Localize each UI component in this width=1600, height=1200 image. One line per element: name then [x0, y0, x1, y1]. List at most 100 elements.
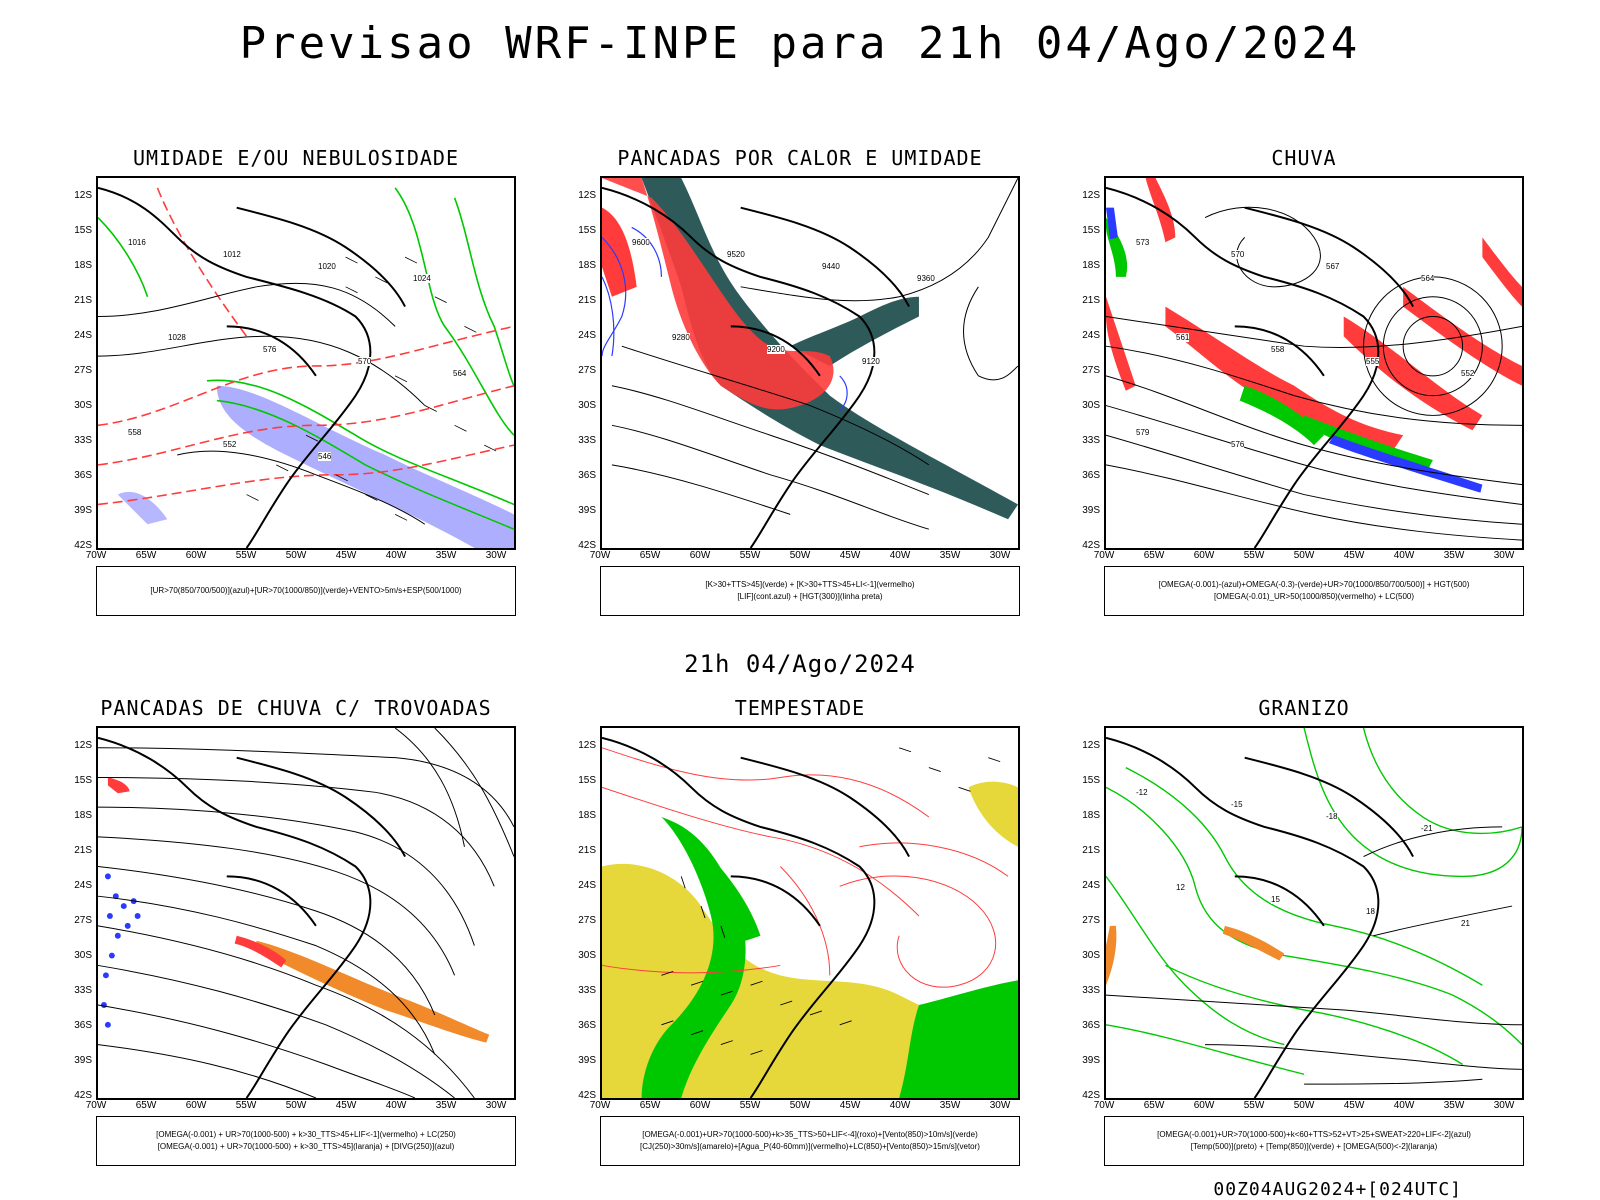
legend-line: [OMEGA(-0.001) + UR>70(1000-500) + k>30_…	[156, 1130, 456, 1139]
contour-value-label: 9200	[767, 345, 785, 354]
latitude-axis: 12S 15S 18S 21S 24S 27S 30S 33S 36S 39S 42S	[66, 176, 96, 551]
latitude-tick-label: 12S	[1082, 740, 1100, 751]
latitude-tick-label: 27S	[578, 365, 596, 376]
longitude-tick-label: 35W	[1443, 1100, 1465, 1111]
contour-value-label: 1012	[223, 250, 241, 259]
contour-value-label: 15	[1271, 895, 1280, 904]
longitude-tick-label: 55W	[1243, 550, 1265, 561]
contour-value-label: 561	[1176, 333, 1190, 342]
longitude-tick-label: 60W	[185, 550, 207, 561]
latitude-tick-label: 42S	[578, 1090, 596, 1101]
map-svg-tempestade	[602, 736, 1018, 1098]
map-pancadas-calor: 9600 9520 9440 9360 9280 9200 9120	[600, 176, 1020, 550]
longitude-tick-label: 30W	[485, 1100, 507, 1111]
longitude-tick-label: 40W	[1393, 1100, 1415, 1111]
longitude-tick-label: 50W	[1293, 550, 1315, 561]
red-instability	[107, 777, 287, 968]
contour-value-label: 1024	[413, 274, 431, 283]
panel-title: TEMPESTADE	[734, 696, 866, 720]
longitude-axis: 70W 65W 60W 55W 50W 45W 40W 35W 30W	[1094, 550, 1524, 564]
longitude-tick-label: 50W	[1293, 1100, 1315, 1111]
latitude-tick-label: 18S	[1082, 810, 1100, 821]
panel-granizo: GRANIZO 12S 15S 18S 21S 24S 27S 30S 33S 36S 39S 42…	[1074, 696, 1534, 1166]
latitude-tick-label: 33S	[74, 435, 92, 446]
red-instability-shading	[602, 178, 834, 410]
latitude-tick-label: 27S	[1082, 915, 1100, 926]
longitude-tick-label: 35W	[435, 550, 457, 561]
latitude-tick-label: 27S	[578, 915, 596, 926]
contour-value-label: 21	[1461, 919, 1470, 928]
black-height-streamlines	[1106, 206, 1522, 541]
contour-value-label: 558	[1271, 345, 1285, 354]
latitude-tick-label: 27S	[74, 365, 92, 376]
contour-value-label: 567	[1326, 262, 1340, 271]
contour-value-label: 9360	[917, 274, 935, 283]
longitude-tick-label: 45W	[1343, 1100, 1365, 1111]
contour-value-label: 18	[1366, 907, 1375, 916]
latitude-tick-label: 33S	[1082, 435, 1100, 446]
latitude-tick-label: 12S	[1082, 190, 1100, 201]
longitude-tick-label: 70W	[589, 1100, 611, 1111]
contour-value-label: 12	[1176, 883, 1185, 892]
map-svg-chuva	[1106, 178, 1522, 548]
contour-value-label: -21	[1421, 824, 1433, 833]
latitude-tick-label: 15S	[74, 775, 92, 786]
panel-title: PANCADAS POR CALOR E UMIDADE	[617, 146, 983, 170]
blue-lif-contours	[602, 226, 848, 411]
map-chuva: 573 570 567 564 561 558 555 552 579 576	[1104, 176, 1524, 550]
latitude-tick-label: 21S	[1082, 845, 1100, 856]
latitude-tick-label: 30S	[578, 400, 596, 411]
legend-box: [K>30+TTS>45](verde) + [K>30+TTS>45+LI<-…	[600, 566, 1020, 616]
contour-value-label: 1028	[168, 333, 186, 342]
coastlines	[1106, 736, 1414, 1098]
latitude-tick-label: 12S	[578, 190, 596, 201]
latitude-tick-label: 21S	[578, 845, 596, 856]
contour-value-label: 552	[223, 440, 237, 449]
contour-value-label: 570	[358, 357, 372, 366]
legend-line: [CJ(250)>30m/s](amarelo)+[Agua_P(40-60mm…	[640, 1142, 980, 1151]
latitude-tick-label: 30S	[1082, 400, 1100, 411]
black-streamlines	[98, 728, 514, 1098]
panel-trovoadas: PANCADAS DE CHUVA C/ TROVOADAS 12S 15S 18S…	[66, 696, 526, 1166]
longitude-axis: 70W 65W 60W 55W 50W 45W 40W 35W 30W	[590, 1100, 1020, 1114]
legend-line: [UR>70(850/700/500)](azul)+[UR>70(1000/8…	[150, 586, 462, 595]
latitude-tick-label: 36S	[1082, 470, 1100, 481]
page-title: Previsao WRF-INPE para 21h 04/Ago/2024	[239, 18, 1361, 69]
contour-value-label: -15	[1231, 800, 1243, 809]
latitude-tick-label: 18S	[74, 810, 92, 821]
longitude-tick-label: 40W	[889, 1100, 911, 1111]
longitude-tick-label: 45W	[839, 1100, 861, 1111]
map-svg-granizo	[1106, 728, 1522, 1098]
latitude-tick-label: 18S	[74, 260, 92, 271]
longitude-tick-label: 50W	[285, 550, 307, 561]
red-dashed-thickness	[98, 187, 514, 506]
black-isobars	[98, 282, 426, 525]
latitude-tick-label: 42S	[1082, 1090, 1100, 1101]
contour-value-label: 579	[1136, 428, 1150, 437]
contour-value-label: 564	[1421, 274, 1435, 283]
legend-box: [OMEGA(-0.001)-(azul)+OMEGA(-0.3)-(verde…	[1104, 566, 1524, 616]
longitude-tick-label: 60W	[1193, 1100, 1215, 1111]
latitude-tick-label: 18S	[1082, 260, 1100, 271]
latitude-tick-label: 24S	[74, 330, 92, 341]
longitude-tick-label: 30W	[1493, 550, 1515, 561]
latitude-tick-label: 15S	[578, 775, 596, 786]
longitude-tick-label: 30W	[989, 1100, 1011, 1111]
latitude-tick-label: 42S	[74, 540, 92, 551]
longitude-tick-label: 35W	[1443, 550, 1465, 561]
longitude-tick-label: 35W	[939, 1100, 961, 1111]
longitude-tick-label: 30W	[485, 550, 507, 561]
longitude-axis: 70W 65W 60W 55W 50W 45W 40W 35W 30W	[86, 550, 516, 564]
latitude-tick-label: 33S	[74, 985, 92, 996]
legend-line: [Temp(500)](preto) + [Temp(850)](verde) …	[1190, 1142, 1438, 1151]
map-tempestade	[600, 726, 1020, 1100]
longitude-tick-label: 35W	[435, 1100, 457, 1111]
latitude-tick-label: 24S	[578, 330, 596, 341]
longitude-tick-label: 40W	[385, 1100, 407, 1111]
contour-value-label: 573	[1136, 238, 1150, 247]
legend-line: [OMEGA(-0.01)_UR>50(1000/850)(vermelho) …	[1213, 592, 1415, 601]
blue-divergence-dots	[100, 873, 141, 1028]
latitude-tick-label: 21S	[74, 845, 92, 856]
map-granizo: -12 -15 -18 -21 12 15 18 21	[1104, 726, 1524, 1100]
latitude-tick-label: 15S	[1082, 775, 1100, 786]
